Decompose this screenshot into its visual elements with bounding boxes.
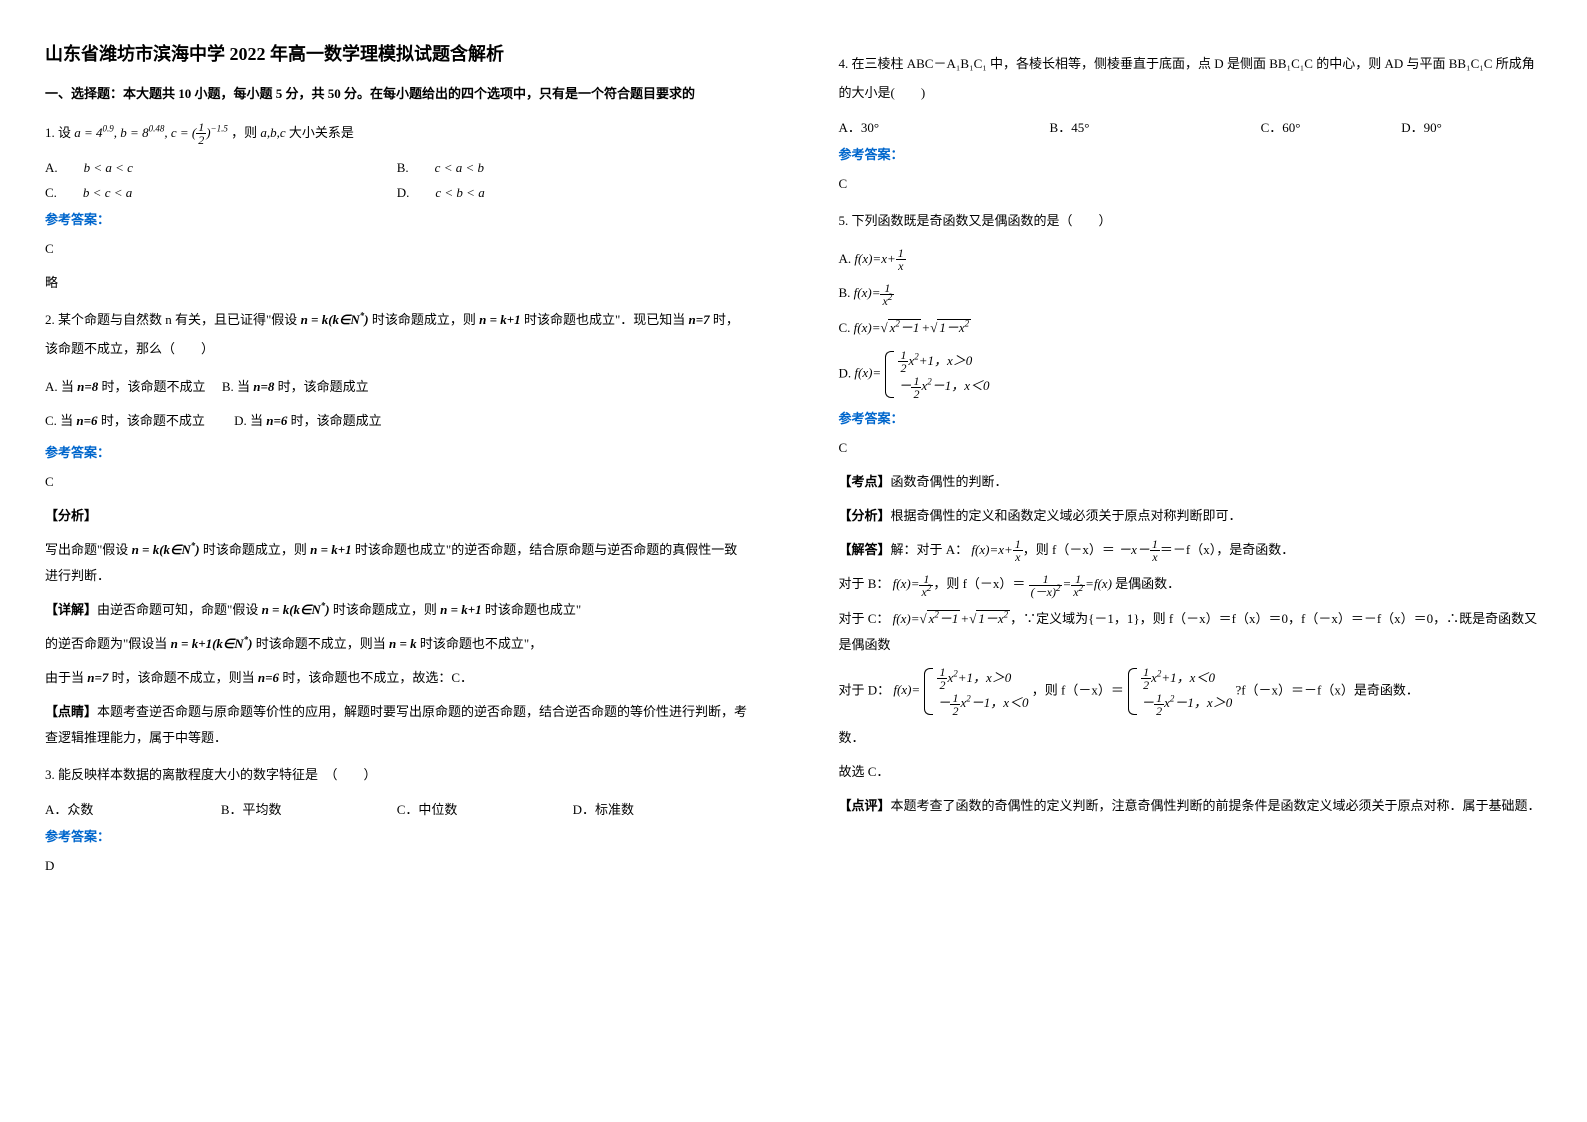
page-title: 山东省潍坊市滨海中学 2022 年高一数学理模拟试题含解析: [45, 40, 749, 66]
q2-analysis: 写出命题"假设 n = k(k∈N*) 时该命题成立，则 n = k+1 时该命…: [45, 537, 749, 589]
q3-options: A．众数 B．平均数 C．中位数 D．标准数: [45, 799, 749, 818]
q4-answer-label: 参考答案：: [839, 144, 1543, 163]
q3-optB: B．平均数: [221, 799, 397, 818]
q5-jieda-c: 对于 C： f(x)=√x2－1+√1－x2，∵定义域为{－1，1}，则 f（－…: [839, 606, 1543, 658]
q2-text-a: 2. 某个命题与自然数 n 有关，且已证得"假设: [45, 312, 297, 327]
question-2: 2. 某个命题与自然数 n 有关，且已证得"假设 n = k(k∈N*) 时该命…: [45, 306, 749, 363]
q5-optC-expr: f(x)=√x2－1+√1－x2: [854, 319, 971, 335]
q4-optC: C．60°: [1261, 117, 1402, 136]
left-column: 山东省潍坊市滨海中学 2022 年高一数学理模拟试题含解析 一、选择题：本大题共…: [0, 0, 794, 927]
question-3: 3. 能反映样本数据的离散程度大小的数字特征是 （ ）: [45, 761, 749, 790]
q4-options: A．30° B．45° C．60° D．90°: [839, 117, 1543, 136]
q1-answer-label: 参考答案：: [45, 209, 749, 228]
q1-optD: D. c < b < a: [397, 182, 749, 201]
q2-expr2: n = k+1: [479, 312, 521, 327]
q3-optC: C．中位数: [397, 799, 573, 818]
q1-suffix: ，则 a,b,c 大小关系是: [231, 125, 354, 140]
q5-optD: D. f(x)= 12x2+1，x＞0 －12x2－1，x＜0: [839, 349, 1543, 400]
q4-optD: D．90°: [1401, 117, 1542, 136]
q3-optD: D．标准数: [573, 799, 749, 818]
q1-optB: B. c < a < b: [397, 157, 749, 176]
q5-jieda-a: 【解答】解：对于 A： f(x)=x+1x，则 f（－x）＝ －x－1x＝－f（…: [839, 537, 1543, 564]
q5-dianping: 【点评】本题考查了函数的奇偶性的定义判断，注意奇偶性判断的前提条件是函数定义域必…: [839, 793, 1543, 819]
q5-fenxi: 【分析】根据奇偶性的定义和函数定义域必须关于原点对称判断即可．: [839, 503, 1543, 529]
q1-prefix: 1. 设: [45, 125, 71, 140]
q2-analysis-label: 【分析】: [45, 503, 749, 529]
q5-jieda-d: 对于 D： f(x)= 12x2+1，x＞0 －12x2－1，x＜0 ，则 f（…: [839, 666, 1543, 717]
q5-optA-expr: f(x)=x+1x: [854, 251, 905, 266]
q5-conclusion: 故选 C．: [839, 759, 1543, 785]
q2-detail3: 由于当 n=7 时，该命题不成立，则当 n=6 时，该命题也不成立，故选：C．: [45, 665, 749, 691]
q5-answer-label: 参考答案：: [839, 408, 1543, 427]
q2-detail2: 的逆否命题为"假设当 n = k+1(k∈N*) 时该命题不成立，则当 n = …: [45, 631, 749, 657]
question-4: 4. 在三棱柱 ABC－A₁B₁C₁ 中，各棱长相等，侧棱垂直于底面，点 D 是…: [839, 50, 1543, 107]
right-column: 4. 在三棱柱 ABC－A₁B₁C₁ 中，各棱长相等，侧棱垂直于底面，点 D 是…: [794, 0, 1587, 927]
q2-answer: C: [45, 469, 749, 495]
q5-optC: C. f(x)=√x2－1+√1－x2: [839, 315, 1543, 341]
q4-optA: A．30°: [839, 117, 1050, 136]
q2-answer-label: 参考答案：: [45, 442, 749, 461]
q4-answer: C: [839, 171, 1543, 197]
q2-comment: 【点睛】本题考查逆否命题与原命题等价性的应用，解题时要写出原命题的逆否命题，结合…: [45, 699, 749, 751]
q3-answer-label: 参考答案：: [45, 826, 749, 845]
q5-optB: B. f(x)=1x2: [839, 280, 1543, 307]
q5-optB-expr: f(x)=1x2: [854, 285, 895, 300]
q1-options-row1: A. b < a < c B. c < a < b: [45, 157, 749, 176]
question-5: 5. 下列函数既是奇函数又是偶函数的是（ ）: [839, 207, 1543, 236]
q2-optD: D. 当 n=6 时，该命题成立: [234, 413, 382, 428]
q1-explain: 略: [45, 270, 749, 296]
q2-opts-cd: C. 当 n=6 时，该命题不成立 D. 当 n=6 时，该命题成立: [45, 408, 749, 434]
q5-jieda-b: 对于 B： f(x)=1x2，则 f（－x）＝ 1(－x)2=1x2=f(x) …: [839, 571, 1543, 598]
q3-optA: A．众数: [45, 799, 221, 818]
question-1: 1. 设 a = 40.9, b = 80.48, c = (12)−1.5 ，…: [45, 119, 749, 148]
q5-optD-expr: f(x)= 12x2+1，x＞0 －12x2－1，x＜0: [854, 365, 989, 380]
section-1-header: 一、选择题：本大题共 10 小题，每小题 5 分，共 50 分。在每小题给出的四…: [45, 84, 749, 105]
q1-optC: C. b < c < a: [45, 182, 397, 201]
q5-kaodian: 【考点】函数奇偶性的判断．: [839, 469, 1543, 495]
q2-text-b: 时该命题成立，则: [372, 312, 476, 327]
q5-answer: C: [839, 435, 1543, 461]
q2-expr1: n = k(k∈N*): [301, 312, 369, 327]
q1-optA: A. b < a < c: [45, 157, 397, 176]
q2-text-c: 时该命题也成立"．现已知当: [524, 312, 685, 327]
q1-options-row2: C. b < c < a D. c < b < a: [45, 182, 749, 201]
q2-optA: A. 当 n=8 时，该命题不成立: [45, 379, 206, 394]
q2-optC: C. 当 n=6 时，该命题不成立: [45, 413, 205, 428]
q3-answer: D: [45, 853, 749, 879]
q1-answer: C: [45, 236, 749, 262]
q2-optB: B. 当 n=8 时，该命题成立: [222, 379, 369, 394]
q2-opts-ab: A. 当 n=8 时，该命题不成立 B. 当 n=8 时，该命题成立: [45, 374, 749, 400]
q1-expr: a = 40.9, b = 80.48, c = (12)−1.5: [74, 125, 228, 140]
q5-optA: A. f(x)=x+1x: [839, 246, 1543, 273]
page-container: 山东省潍坊市滨海中学 2022 年高一数学理模拟试题含解析 一、选择题：本大题共…: [0, 0, 1587, 927]
q5-jieda-d-tail: 数．: [839, 725, 1543, 751]
q4-optB: B．45°: [1050, 117, 1261, 136]
q2-detail1: 【详解】由逆否命题可知，命题"假设 n = k(k∈N*) 时该命题成立，则 n…: [45, 597, 749, 623]
q2-expr3: n=7: [689, 312, 710, 327]
